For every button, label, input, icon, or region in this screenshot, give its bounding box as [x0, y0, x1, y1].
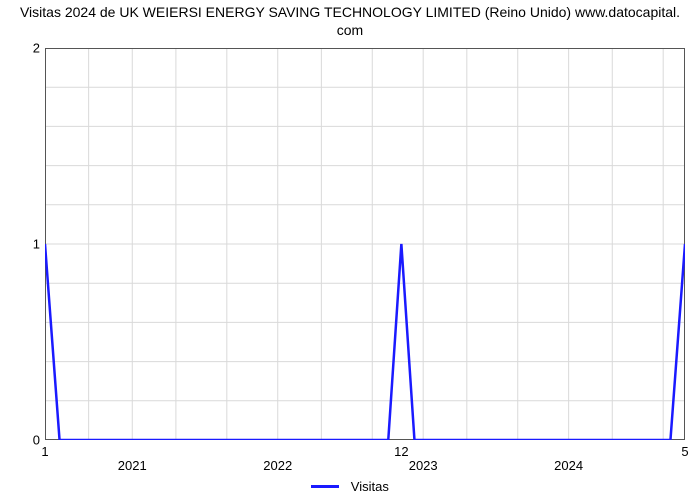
legend-label: Visitas [351, 479, 389, 494]
plot-area [45, 48, 685, 440]
x-year-label: 2022 [263, 458, 292, 473]
x-year-label: 2023 [409, 458, 438, 473]
chart-title-line2: com [337, 22, 363, 38]
x-year-label: 2021 [118, 458, 147, 473]
plot-svg [45, 48, 685, 440]
data-line [45, 244, 685, 440]
x-spike-label: 1 [41, 444, 48, 459]
legend-swatch [311, 485, 339, 488]
x-year-label: 2024 [554, 458, 583, 473]
legend: Visitas [0, 478, 700, 494]
y-tick-label: 1 [10, 237, 40, 252]
x-spike-label: 5 [681, 444, 688, 459]
y-tick-label: 2 [10, 41, 40, 56]
chart-title-line1: Visitas 2024 de UK WEIERSI ENERGY SAVING… [20, 4, 680, 20]
y-tick-label: 0 [10, 433, 40, 448]
x-spike-label: 12 [394, 444, 408, 459]
chart-container: Visitas 2024 de UK WEIERSI ENERGY SAVING… [0, 0, 700, 500]
chart-title: Visitas 2024 de UK WEIERSI ENERGY SAVING… [0, 4, 700, 39]
